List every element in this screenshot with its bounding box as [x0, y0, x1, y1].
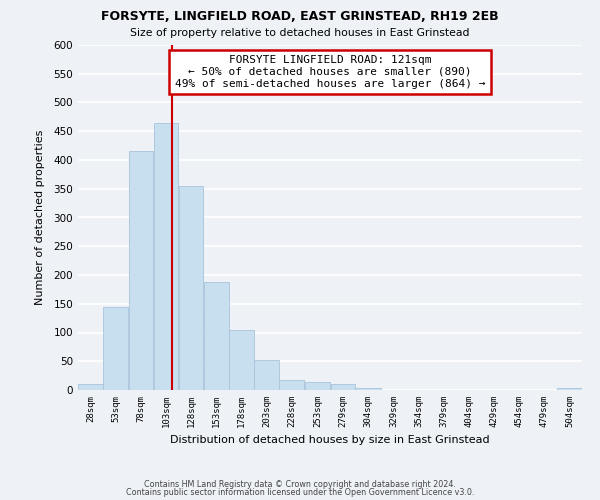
Text: Contains HM Land Registry data © Crown copyright and database right 2024.: Contains HM Land Registry data © Crown c… [144, 480, 456, 489]
Text: Contains public sector information licensed under the Open Government Licence v3: Contains public sector information licen… [126, 488, 474, 497]
Bar [229, 330, 254, 390]
Bar [78, 384, 103, 390]
Text: FORSYTE, LINGFIELD ROAD, EAST GRINSTEAD, RH19 2EB: FORSYTE, LINGFIELD ROAD, EAST GRINSTEAD,… [101, 10, 499, 23]
Bar [154, 122, 178, 390]
Text: Size of property relative to detached houses in East Grinstead: Size of property relative to detached ho… [130, 28, 470, 38]
X-axis label: Distribution of detached houses by size in East Grinstead: Distribution of detached houses by size … [170, 436, 490, 446]
Bar [280, 380, 304, 390]
Bar [356, 388, 380, 390]
Bar [557, 388, 582, 390]
Bar [204, 282, 229, 390]
Bar [331, 384, 355, 390]
Bar [179, 186, 203, 390]
Text: FORSYTE LINGFIELD ROAD: 121sqm
← 50% of detached houses are smaller (890)
49% of: FORSYTE LINGFIELD ROAD: 121sqm ← 50% of … [175, 56, 485, 88]
Bar [254, 360, 279, 390]
Y-axis label: Number of detached properties: Number of detached properties [35, 130, 45, 305]
Bar [128, 152, 153, 390]
Bar [103, 306, 128, 390]
Bar [305, 382, 330, 390]
